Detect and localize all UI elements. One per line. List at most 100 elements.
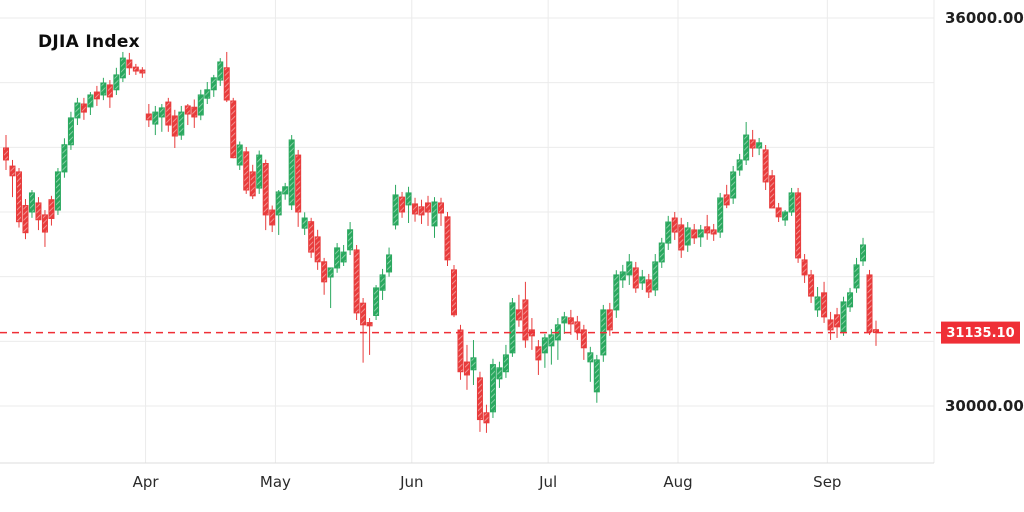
- candle: [334, 243, 341, 273]
- candle: [717, 192, 724, 238]
- candle: [54, 168, 61, 215]
- candle: [665, 215, 672, 250]
- candle: [808, 269, 815, 303]
- candle: [710, 223, 717, 241]
- candle: [275, 190, 282, 235]
- candle: [691, 223, 698, 245]
- y-axis-label: 36000.00: [945, 9, 1024, 27]
- x-axis-label: Jul: [538, 473, 557, 491]
- candle: [743, 121, 750, 165]
- candle: [178, 105, 185, 140]
- candle: [347, 222, 354, 256]
- candle: [379, 268, 386, 300]
- candle: [548, 329, 555, 365]
- candle: [782, 210, 789, 226]
- candle: [301, 212, 308, 235]
- candle: [93, 85, 100, 106]
- x-axis-label: Jun: [399, 473, 423, 491]
- candle: [444, 212, 451, 266]
- candle: [756, 137, 763, 156]
- candle: [613, 270, 620, 318]
- candle: [541, 333, 548, 368]
- candle: [626, 254, 633, 285]
- candle: [171, 109, 178, 148]
- candle: [697, 224, 704, 247]
- candle: [723, 184, 730, 209]
- candle: [535, 340, 542, 375]
- candle: [262, 159, 269, 231]
- candle: [619, 264, 626, 288]
- candle: [652, 254, 659, 297]
- candle: [9, 159, 16, 198]
- candle: [282, 182, 289, 200]
- candle: [15, 168, 22, 228]
- candle: [217, 58, 224, 86]
- chart-title: DJIA Index: [38, 32, 140, 52]
- candle: [243, 147, 250, 194]
- candle: [106, 80, 113, 108]
- candle: [834, 307, 841, 338]
- candle: [22, 199, 29, 240]
- candle: [463, 344, 470, 390]
- candle: [360, 298, 367, 363]
- candle: [67, 111, 74, 150]
- candle: [775, 202, 782, 223]
- candle: [749, 129, 756, 158]
- candle: [658, 237, 665, 268]
- candle: [184, 104, 191, 126]
- candle: [814, 287, 821, 317]
- candle: [684, 222, 691, 252]
- candle: [853, 257, 860, 293]
- candle: [3, 135, 9, 170]
- candle: [152, 105, 159, 136]
- candle: [269, 205, 276, 233]
- candle: [236, 141, 243, 170]
- candle: [730, 165, 737, 204]
- candle: [860, 237, 867, 266]
- candle: [788, 187, 795, 216]
- candle: [431, 197, 438, 238]
- last-price-badge: 31135.10: [941, 321, 1020, 344]
- candle: [197, 89, 204, 121]
- candle: [671, 212, 678, 240]
- candle: [489, 358, 496, 418]
- candle: [126, 52, 133, 75]
- candle: [191, 99, 198, 128]
- candle: [438, 197, 445, 226]
- candle: [593, 354, 600, 403]
- candle: [139, 67, 146, 78]
- candle: [366, 318, 373, 355]
- candle: [327, 267, 334, 309]
- candle: [145, 104, 152, 127]
- candle: [256, 150, 263, 194]
- x-axis-label: Aug: [663, 473, 692, 491]
- last-price-label: 31135.10: [946, 326, 1014, 341]
- candle: [295, 149, 302, 227]
- candle: [762, 145, 769, 191]
- candle: [288, 135, 295, 211]
- candle: [496, 361, 503, 388]
- candle: [561, 311, 568, 334]
- candle: [28, 190, 35, 218]
- candle: [74, 97, 81, 126]
- candle: [470, 340, 477, 385]
- gridlines: [0, 0, 935, 464]
- candles: [3, 51, 880, 433]
- candle: [321, 257, 328, 295]
- candle: [522, 281, 529, 348]
- candle: [821, 281, 828, 323]
- candle: [736, 153, 743, 176]
- candle: [574, 315, 581, 340]
- candle: [132, 63, 139, 75]
- candle: [476, 371, 483, 432]
- x-axis-label: Sep: [813, 473, 841, 491]
- candle: [502, 344, 509, 378]
- candle: [386, 247, 393, 277]
- candle: [457, 324, 464, 380]
- candle: [632, 261, 639, 293]
- candle: [606, 302, 613, 336]
- candle: [158, 104, 165, 132]
- x-axis-label: May: [260, 473, 291, 491]
- candle: [61, 138, 68, 178]
